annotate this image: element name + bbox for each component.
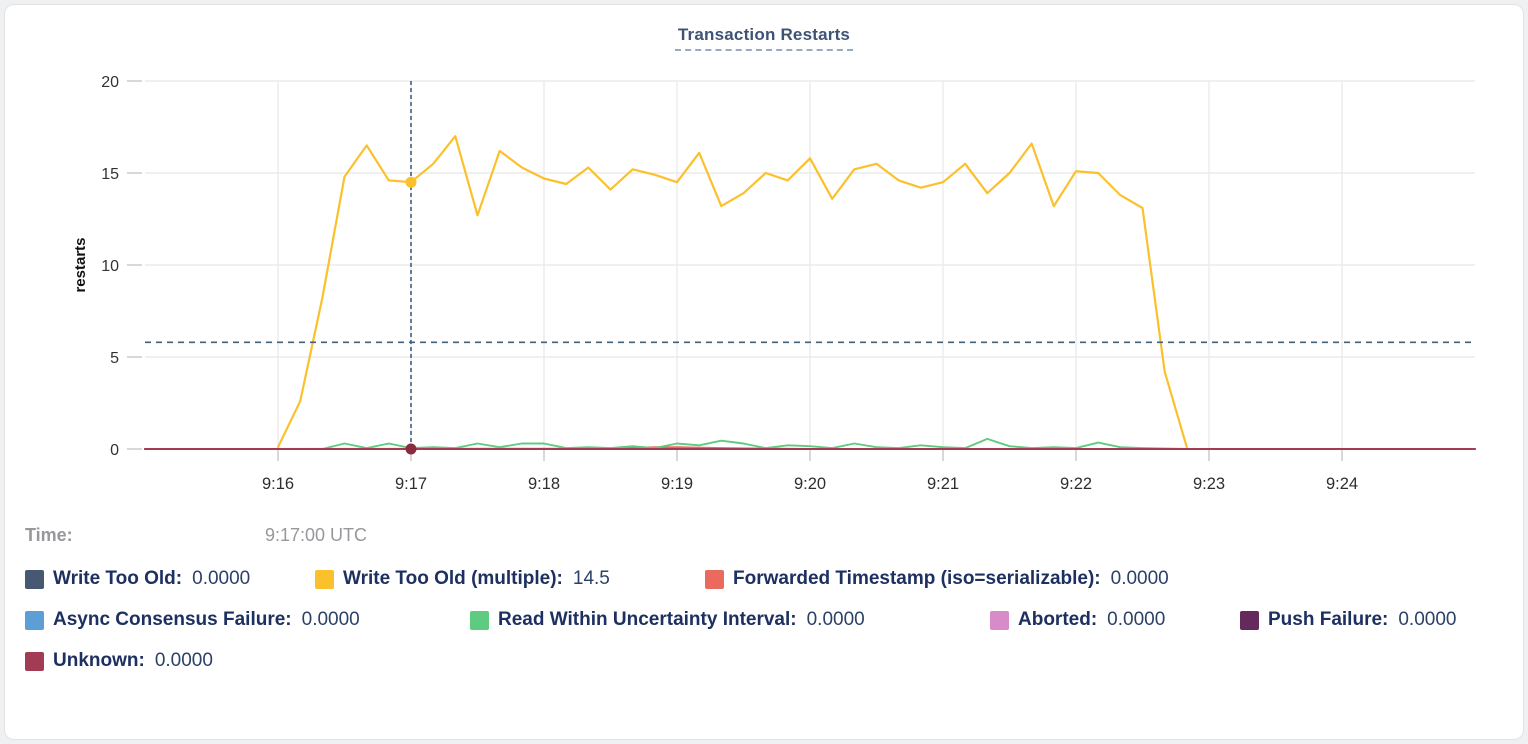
x-tick-label: 9:17 — [395, 475, 427, 493]
legend-value: 0.0000 — [1107, 609, 1166, 630]
legend-label: Async Consensus Failure: — [53, 609, 292, 630]
chart-title[interactable]: Transaction Restarts — [674, 25, 854, 51]
x-tick-label: 9:24 — [1326, 475, 1358, 493]
chart-legend: Write Too Old: 0.0000 Write Too Old (multi… — [5, 568, 1523, 672]
legend-swatch-icon — [470, 610, 489, 630]
legend-value: 0.0000 — [192, 568, 251, 589]
legend-label: Unknown: — [53, 650, 145, 671]
x-tick-label: 9:21 — [927, 475, 959, 493]
x-tick-label: 9:20 — [794, 475, 826, 493]
chart-header: Transaction Restarts — [5, 5, 1523, 59]
x-tick-label: 9:16 — [262, 475, 294, 493]
legend-label: Read Within Uncertainty Interval: — [498, 609, 797, 630]
legend-swatch-icon — [990, 610, 1009, 630]
x-tick-label: 9:19 — [661, 475, 693, 493]
legend-value: 0.0000 — [1398, 609, 1457, 630]
legend-value: 0.0000 — [1110, 568, 1169, 589]
crosshair-dot — [405, 443, 417, 455]
legend-value: 14.5 — [572, 568, 610, 589]
legend-row: Unknown: 0.0000 — [25, 650, 1523, 672]
y-axis-label: restarts — [72, 237, 89, 292]
time-label: Time: — [25, 525, 73, 545]
legend-item-read-within-uncertainty-interval: Read Within Uncertainty Interval: 0.0000 — [470, 609, 990, 631]
legend-label: Push Failure: — [1268, 609, 1389, 630]
legend-swatch-icon — [315, 569, 334, 589]
tracker-time-row: Time: 9:17:00 UTC — [5, 525, 1523, 546]
y-tick-label: 10 — [101, 258, 119, 275]
series-line-read-within-uncertainty-interval — [144, 437, 1476, 450]
legend-swatch-icon — [705, 569, 724, 589]
transaction-restarts-chart[interactable]: restarts 0 5 10 15 20 9:16 9:17 9:18 9:19 9:20 9:2… — [5, 59, 1524, 509]
x-tick-label: 9:18 — [528, 475, 560, 493]
legend-label: Write Too Old: — [53, 568, 183, 589]
legend-row: Write Too Old: 0.0000 Write Too Old (multi… — [25, 568, 1523, 590]
legend-label: Aborted: — [1018, 609, 1098, 630]
legend-label: Write Too Old (multiple): — [343, 568, 563, 589]
legend-value: 0.0000 — [806, 609, 865, 630]
y-tick-label: 20 — [101, 74, 119, 91]
y-tick-label: 15 — [101, 166, 119, 183]
legend-item-unknown: Unknown: 0.0000 — [25, 650, 213, 672]
legend-label: Forwarded Timestamp (iso=serializable): — [733, 568, 1101, 589]
time-value: 9:17:00 UTC — [265, 525, 368, 545]
legend-swatch-icon — [25, 569, 44, 589]
chart-card: Transaction Restarts restarts 0 5 10 15 20 9:… — [4, 4, 1524, 740]
legend-swatch-icon — [25, 610, 44, 630]
legend-value: 0.0000 — [301, 609, 360, 630]
y-tick-label: 5 — [110, 350, 119, 367]
y-tick-label: 0 — [110, 442, 119, 459]
legend-item-forwarded-timestamp-iso-serializable: Forwarded Timestamp (iso=serializable): 0… — [705, 568, 1169, 590]
series-line-write-too-old-multiple — [276, 135, 1188, 449]
legend-item-async-consensus-failure: Async Consensus Failure: 0.0000 — [25, 609, 470, 631]
legend-swatch-icon — [1240, 610, 1259, 630]
crosshair-dot — [405, 176, 417, 188]
x-tick-label: 9:22 — [1060, 475, 1092, 493]
legend-item-write-too-old-multiple: Write Too Old (multiple): 14.5 — [315, 568, 705, 590]
legend-item-push-failure: Push Failure: 0.0000 — [1240, 609, 1456, 631]
legend-value: 0.0000 — [154, 650, 213, 671]
legend-item-write-too-old: Write Too Old: 0.0000 — [25, 568, 315, 590]
legend-item-aborted: Aborted: 0.0000 — [990, 609, 1240, 631]
legend-row: Async Consensus Failure: 0.0000 Read Withi… — [25, 609, 1523, 631]
legend-swatch-icon — [25, 651, 44, 671]
x-tick-label: 9:23 — [1193, 475, 1225, 493]
